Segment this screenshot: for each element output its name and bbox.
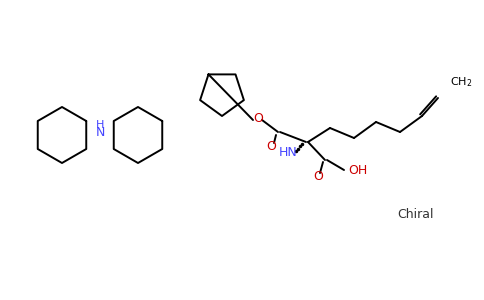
Text: O: O: [313, 170, 323, 184]
Text: CH$_2$: CH$_2$: [450, 75, 472, 89]
Text: N: N: [95, 125, 105, 139]
Text: O: O: [266, 140, 276, 154]
Text: H: H: [96, 120, 104, 130]
Text: HN: HN: [279, 146, 297, 158]
Text: Chiral: Chiral: [397, 208, 433, 221]
Text: OH: OH: [348, 164, 367, 176]
Text: O: O: [253, 112, 263, 124]
